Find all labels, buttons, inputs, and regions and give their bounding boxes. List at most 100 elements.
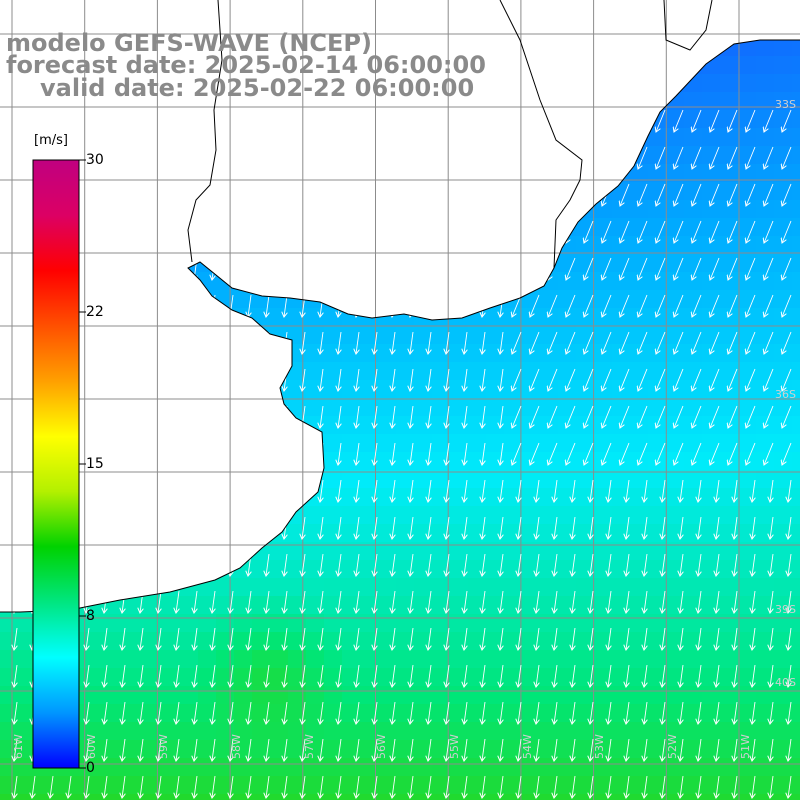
wind-cell [738,578,757,597]
wind-cell [738,218,757,237]
wind-cell [504,614,523,633]
wind-cell [720,92,739,111]
wind-arrow [446,664,449,687]
wind-arrow [734,553,737,576]
wind-cell [90,650,109,669]
wind-cell [792,110,800,129]
wind-cell [702,506,721,525]
wind-arrow [266,664,269,687]
valid-date: valid date: 2025-02-22 06:00:00 [40,74,475,102]
wind-cell [684,326,703,345]
wind-cell [468,362,487,381]
wind-cell [324,524,343,543]
wind-arrow [710,183,720,206]
wind-cell [720,722,739,741]
wind-arrow [548,442,558,465]
wind-cell [558,344,577,363]
wind-cell [738,722,757,741]
wind-cell [666,146,685,165]
wind-cell [666,686,685,705]
wind-arrow [410,368,413,391]
wind-cell [702,542,721,561]
wind-arrow [572,701,575,724]
wind-arrow [770,627,773,650]
wind-cell [108,740,127,759]
wind-arrow [14,738,17,761]
wind-cell [792,758,800,777]
wind-arrow [392,701,395,724]
wind-cell [18,794,37,800]
wind-cell [522,470,541,489]
wind-cell [450,704,469,723]
wind-arrow [266,590,269,613]
wind-cell [486,434,505,453]
wind-arrow [572,775,575,798]
wind-cell [756,200,775,219]
wind-cell [684,290,703,309]
wind-cell [0,686,19,705]
wind-cell [414,452,433,471]
wind-cell [252,794,271,800]
wind-cell [270,740,289,759]
wind-cell [378,326,397,345]
wind-cell [198,614,217,633]
wind-arrow [788,775,791,798]
wind-cell [360,344,379,363]
wind-arrow [554,590,557,613]
wind-arrow [746,220,756,243]
wind-cell [378,650,397,669]
wind-cell [324,506,343,525]
wind-arrow [728,109,738,132]
wind-cell [54,776,73,795]
wind-arrow [446,442,449,465]
wind-cell [666,236,685,255]
wind-arrow [584,294,594,317]
wind-cell [450,506,469,525]
wind-cell [792,578,800,597]
wind-cell [738,686,757,705]
wind-arrow [590,516,593,539]
wind-arrow [572,738,575,761]
wind-arrow [692,109,702,132]
wind-arrow [566,442,576,465]
wind-arrow [644,516,647,539]
wind-cell [126,722,145,741]
wind-arrow [764,442,774,465]
wind-arrow [374,627,377,650]
wind-cell [666,578,685,597]
wind-cell [486,686,505,705]
wind-arrow [638,368,648,391]
wind-cell [540,650,559,669]
wind-cell [702,650,721,669]
wind-cell [414,578,433,597]
wind-cell [288,740,307,759]
wind-cell [702,524,721,543]
wind-arrow [584,442,594,465]
wind-cell [18,776,37,795]
wind-cell [666,434,685,453]
wind-cell [684,524,703,543]
wind-arrow [674,442,684,465]
wind-cell [738,164,757,183]
wind-cell [504,686,523,705]
wind-arrow [530,405,540,428]
wind-arrow [620,220,630,243]
wind-cell [306,758,325,777]
wind-arrow [230,775,233,798]
wind-arrow [392,331,395,354]
wind-arrow [482,331,485,354]
wind-cell [756,776,775,795]
wind-cell [270,758,289,777]
wind-cell [450,524,469,543]
wind-cell [540,542,559,561]
wind-cell [666,740,685,759]
wind-cell [180,722,199,741]
wind-cell [684,434,703,453]
wind-cell [612,740,631,759]
wind-arrow [620,368,630,391]
wind-cell [576,506,595,525]
wind-arrow [692,220,702,243]
wind-cell [234,704,253,723]
wind-cell [558,650,577,669]
wind-arrow [608,479,611,502]
